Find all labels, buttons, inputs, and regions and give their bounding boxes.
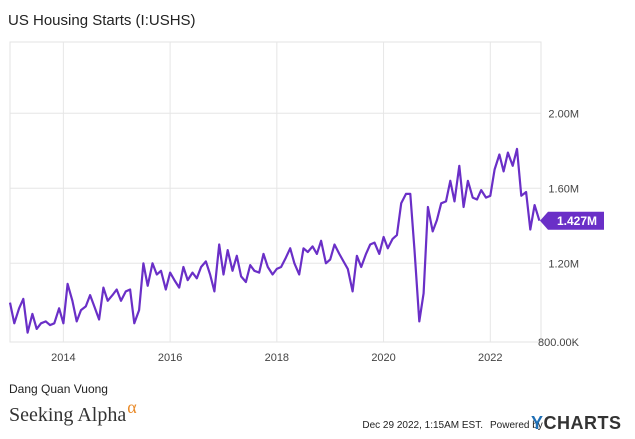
powered-by-label: Powered by — [490, 420, 543, 431]
last-value-tag — [540, 211, 604, 230]
chart-title: US Housing Starts (I:USHS) — [8, 12, 196, 29]
y-tick-label: 1.20M — [548, 258, 579, 270]
x-tick-label: 2018 — [265, 352, 289, 364]
ycharts-logo: YCHARTS — [531, 413, 622, 434]
x-tick-label: 2016 — [158, 352, 182, 364]
brand-name: Seeking Alpha — [9, 404, 127, 426]
y-tick-label: 800.00K — [538, 337, 580, 349]
grid — [9, 41, 542, 343]
x-tick-label: 2020 — [371, 352, 395, 364]
y-tick-label: 1.60M — [548, 183, 579, 195]
author-name: Dang Quan Vuong — [9, 382, 108, 396]
series-line-us-housing-starts — [8, 147, 541, 334]
y-axis-ticks: 800.00K 1.20M 1.60M 2.00M — [538, 108, 580, 349]
seeking-alpha-logo: Seeking Alphaα — [9, 397, 137, 427]
plot-frame — [9, 41, 542, 343]
alpha-icon: α — [127, 397, 137, 417]
last-value-label: 1.427M — [540, 211, 604, 230]
ycharts-wordmark: CHARTS — [543, 413, 622, 433]
timestamp: Dec 29 2022, 1:15AM EST. — [362, 420, 483, 431]
x-tick-label: 2014 — [51, 352, 75, 364]
last-value-text: 1.427M — [557, 214, 597, 228]
ycharts-y-icon: Y — [531, 413, 544, 433]
y-tick-label: 2.00M — [548, 108, 579, 120]
x-tick-label: 2022 — [478, 352, 502, 364]
x-axis-ticks: 2014 2016 2018 2020 2022 — [51, 352, 502, 364]
